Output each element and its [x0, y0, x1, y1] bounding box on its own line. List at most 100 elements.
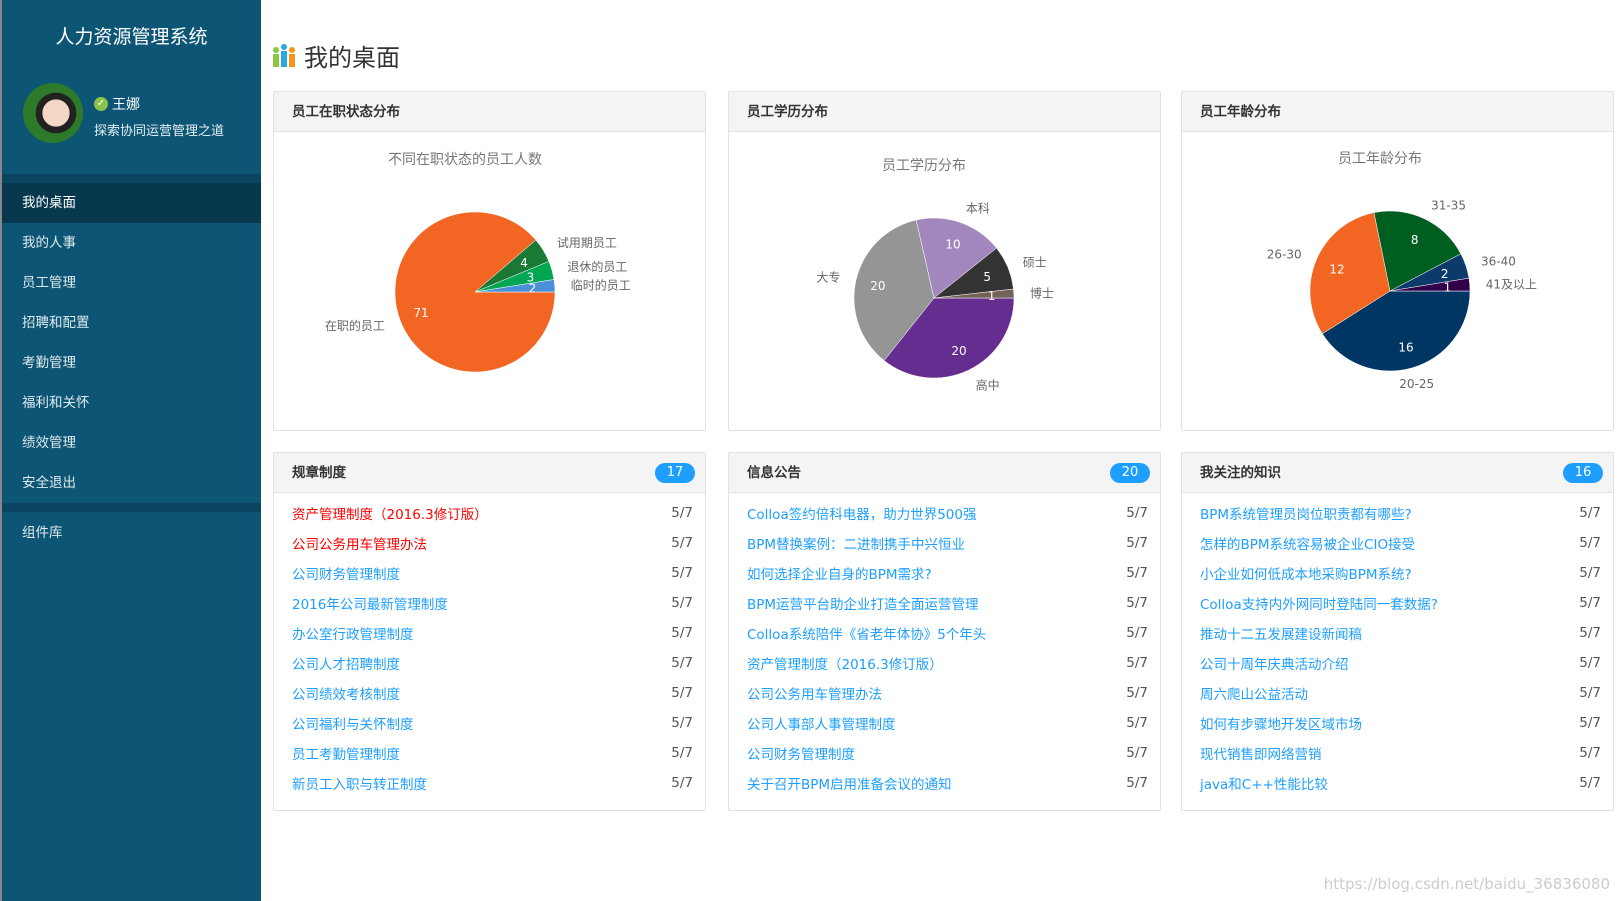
- list-item-link[interactable]: 资产管理制度（2016.3修订版）: [747, 657, 943, 673]
- sidebar-item[interactable]: 员工管理: [22, 275, 76, 291]
- slice-value-label: 20: [951, 344, 966, 358]
- pie-slice[interactable]: [853, 219, 935, 361]
- age-pie-chart: 员工年龄分布 16 20-25 12 26-30 8 31-35 2 36-40 1 41及以上: [1267, 151, 1537, 391]
- list-item-link[interactable]: 公司绩效考核制度: [292, 687, 400, 703]
- pie-slice[interactable]: [915, 217, 997, 299]
- pie-slice[interactable]: [474, 279, 556, 293]
- pie-slice[interactable]: [1389, 277, 1471, 292]
- panel-title: 员工学历分布: [729, 92, 1160, 132]
- list-item-link[interactable]: 如何选择企业自身的BPM需求?: [747, 567, 932, 583]
- list-item-link[interactable]: 公司公务用车管理办法: [747, 687, 882, 703]
- slice-value-label: 2: [1441, 267, 1449, 281]
- list-item-link[interactable]: 怎样的BPM系统容易被企业CIO接受: [1200, 537, 1416, 553]
- sidebar-item[interactable]: 我的桌面: [2, 183, 261, 223]
- pie-slice[interactable]: [1309, 212, 1391, 335]
- list-item-link[interactable]: 公司人才招聘制度: [292, 657, 400, 673]
- list-item: 如何有步骤地开发区域市场 5/7: [1200, 708, 1601, 738]
- list-item-date: 5/7: [671, 775, 693, 791]
- list-item-date: 5/7: [1579, 625, 1601, 641]
- list-item-link[interactable]: Colloa签约倍科电器，助力世界500强: [747, 507, 977, 523]
- list-item-date: 5/7: [1126, 775, 1148, 791]
- list-item-date: 5/7: [1579, 685, 1601, 701]
- bar-people-icon: [273, 43, 295, 67]
- count-badge: 20: [1110, 463, 1150, 483]
- online-check-icon: ✓: [94, 97, 108, 111]
- list-item: 资产管理制度（2016.3修订版） 5/7: [292, 498, 693, 528]
- avatar[interactable]: [23, 83, 83, 143]
- sidebar-item[interactable]: 绩效管理: [22, 435, 76, 451]
- list-item: Colloa系统陪伴《省老年体协》5个年头 5/7: [747, 618, 1148, 648]
- list-item-date: 5/7: [671, 565, 693, 581]
- list-item-link[interactable]: 2016年公司最新管理制度: [292, 597, 448, 613]
- pie-slice[interactable]: [933, 288, 1015, 299]
- list-item-link[interactable]: 员工考勤管理制度: [292, 747, 400, 763]
- sidebar-item[interactable]: 我的人事: [22, 235, 76, 251]
- slice-value-label: 2: [529, 281, 537, 295]
- list-item: 2016年公司最新管理制度 5/7: [292, 588, 693, 618]
- list-item-link[interactable]: 公司财务管理制度: [292, 567, 400, 583]
- menu-divider: [2, 174, 261, 183]
- menu-divider: [2, 503, 261, 512]
- list-item: BPM替换案例：二进制携手中兴恒业 5/7: [747, 528, 1148, 558]
- list-item-link[interactable]: 周六爬山公益活动: [1200, 687, 1308, 703]
- pie-slice[interactable]: [1322, 290, 1471, 372]
- list-item: 推动十二五发展建设新闻稿 5/7: [1200, 618, 1601, 648]
- slice-name-label: 41及以上: [1486, 277, 1537, 291]
- list-item-link[interactable]: 办公室行政管理制度: [292, 627, 414, 643]
- page-title: 我的桌面: [304, 44, 400, 72]
- list-item-link[interactable]: 现代销售即网络营销: [1200, 747, 1322, 763]
- list-item-link[interactable]: 资产管理制度（2016.3修订版）: [292, 507, 488, 523]
- slice-name-label: 大专: [816, 270, 840, 285]
- list-item-link[interactable]: Colloa系统陪伴《省老年体协》5个年头: [747, 627, 987, 643]
- list-item: 新员工入职与转正制度 5/7: [292, 768, 693, 798]
- list-item-link[interactable]: 推动十二五发展建设新闻稿: [1200, 627, 1362, 643]
- list-item-link[interactable]: Colloa支持内外网同时登陆同一套数据?: [1200, 597, 1438, 613]
- list-item: 员工考勤管理制度 5/7: [292, 738, 693, 768]
- panel-title: 信息公告: [747, 465, 801, 481]
- sidebar: 人力资源管理系统 ✓ 王娜 探索协同运营管理之道 我的桌面 我的人事 员工管理 招聘和…: [0, 0, 261, 901]
- list-item-link[interactable]: 公司人事部人事管理制度: [747, 717, 896, 733]
- list-item-link[interactable]: 公司公务用车管理办法: [292, 537, 427, 553]
- list-item-link[interactable]: 如何有步骤地开发区域市场: [1200, 717, 1362, 733]
- list-item-link[interactable]: BPM系统管理员岗位职责都有哪些?: [1200, 507, 1412, 523]
- list-item-date: 5/7: [1579, 745, 1601, 761]
- list-item: 公司公务用车管理办法 5/7: [292, 528, 693, 558]
- sidebar-item[interactable]: 安全退出: [22, 475, 76, 491]
- list-item-link[interactable]: 小企业如何低成本地采购BPM系统?: [1200, 567, 1412, 583]
- list-item-date: 5/7: [671, 505, 693, 521]
- slice-name-label: 26-30: [1267, 247, 1302, 261]
- sidebar-item[interactable]: 福利和关怀: [22, 395, 90, 411]
- sidebar-item[interactable]: 考勤管理: [22, 355, 76, 371]
- slice-name-label: 36-40: [1481, 255, 1516, 269]
- list-item: 公司人事部人事管理制度 5/7: [747, 708, 1148, 738]
- list-item: 怎样的BPM系统容易被企业CIO接受 5/7: [1200, 528, 1601, 558]
- list-item-link[interactable]: 公司财务管理制度: [747, 747, 855, 763]
- list-item: 公司财务管理制度 5/7: [747, 738, 1148, 768]
- user-motto: 探索协同运营管理之道: [94, 124, 225, 139]
- pie-slice[interactable]: [1373, 210, 1462, 292]
- list-item-link[interactable]: BPM替换案例：二进制携手中兴恒业: [747, 537, 966, 553]
- list-item-link[interactable]: 关于召开BPM启用准备会议的通知: [747, 777, 952, 793]
- list-item-link[interactable]: 新员工入职与转正制度: [292, 777, 427, 793]
- rules-panel: 规章制度 17 资产管理制度（2016.3修订版） 5/7 公司公务用车管理办法 5/7 公…: [273, 452, 706, 811]
- slice-name-label: 博士: [1030, 286, 1054, 301]
- list-item-link[interactable]: 公司福利与关怀制度: [292, 717, 414, 733]
- list-item: 公司绩效考核制度 5/7: [292, 678, 693, 708]
- panel-title: 员工年龄分布: [1182, 92, 1613, 132]
- user-info: ✓ 王娜: [94, 94, 140, 114]
- sidebar-item-components[interactable]: 组件库: [22, 525, 63, 541]
- pie-slice[interactable]: [883, 297, 1015, 379]
- list-item-link[interactable]: 公司十周年庆典活动介绍: [1200, 657, 1349, 673]
- list-item-date: 5/7: [671, 535, 693, 551]
- panel-title: 员工在职状态分布: [274, 92, 705, 132]
- list-item-link[interactable]: BPM运营平台助企业打造全面运营管理: [747, 597, 979, 613]
- list-item-link[interactable]: java和C++性能比较: [1200, 777, 1328, 793]
- list-item: Colloa支持内外网同时登陆同一套数据? 5/7: [1200, 588, 1601, 618]
- item-list: 资产管理制度（2016.3修订版） 5/7 公司公务用车管理办法 5/7 公司财务管理制…: [274, 493, 705, 798]
- list-item: 公司福利与关怀制度 5/7: [292, 708, 693, 738]
- list-item-date: 5/7: [1126, 655, 1148, 671]
- slice-value-label: 20: [870, 279, 885, 293]
- sidebar-item[interactable]: 招聘和配置: [22, 315, 90, 331]
- slice-value-label: 4: [520, 256, 528, 270]
- user-name: 王娜: [112, 97, 140, 113]
